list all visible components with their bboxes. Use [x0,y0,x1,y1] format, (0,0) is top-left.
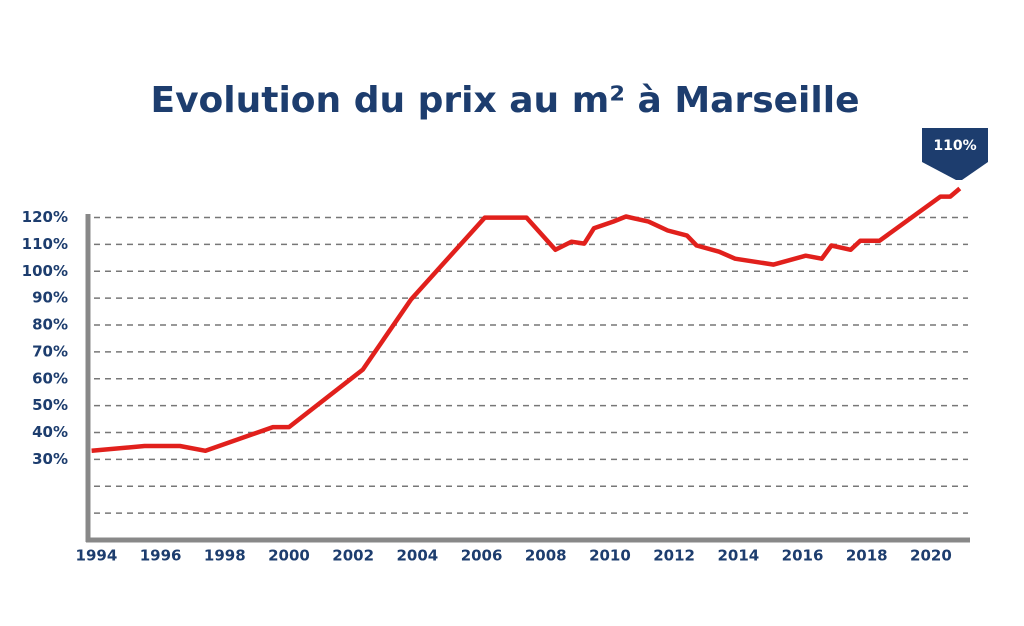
y-tick-label: 90% [32,289,68,307]
x-tick-label: 2000 [268,547,310,565]
y-tick-label: 30% [32,450,68,468]
chart-title: Evolution du prix au m² à Marseille [151,80,860,121]
x-tick-label: 2004 [397,547,439,565]
y-tick-label: 120% [22,208,68,226]
x-tick-label: 1994 [76,547,118,565]
x-tick-label: 2012 [653,547,695,565]
annotation-badge: 110% [922,128,988,180]
badge-label: 110% [933,138,976,154]
x-tick-label: 2002 [332,547,374,565]
x-tick-label: 2006 [461,547,503,565]
y-tick-label: 80% [32,316,68,334]
y-tick-label: 110% [22,235,68,253]
y-tick-label: 70% [32,342,68,360]
x-tick-label: 2010 [589,547,631,565]
y-tick-label: 50% [32,396,68,414]
y-tick-label: 100% [22,262,68,280]
x-tick-label: 2020 [910,547,952,565]
badge-shape [922,128,988,180]
x-tick-label: 1998 [204,547,246,565]
x-tick-label: 2014 [717,547,759,565]
x-tick-label: 2018 [846,547,888,565]
y-tick-label: 60% [32,369,68,387]
x-tick-label: 2008 [525,547,567,565]
y-tick-label: 40% [32,423,68,441]
x-tick-label: 2016 [782,547,824,565]
x-tick-label: 1996 [140,547,182,565]
data-line [91,186,962,454]
